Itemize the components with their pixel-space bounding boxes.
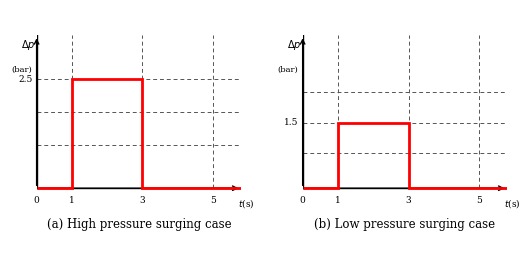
Text: $\Delta p$: $\Delta p$ [20,38,35,52]
Text: (a) High pressure surging case: (a) High pressure surging case [47,218,231,231]
Text: 1: 1 [335,196,341,205]
Text: 3: 3 [406,196,411,205]
Text: (bar): (bar) [12,66,32,74]
Text: $t$(s): $t$(s) [238,197,254,210]
Text: (bar): (bar) [278,66,298,74]
Text: 1: 1 [69,196,75,205]
Text: 0: 0 [300,196,305,205]
Text: 3: 3 [140,196,145,205]
Text: (b) Low pressure surging case: (b) Low pressure surging case [314,218,496,231]
Text: 2.5: 2.5 [18,75,32,84]
Text: 5: 5 [210,196,216,205]
Text: 0: 0 [34,196,39,205]
Text: 5: 5 [476,196,482,205]
Text: $\Delta p$: $\Delta p$ [287,38,301,52]
Text: 1.5: 1.5 [284,118,299,127]
Text: $t$(s): $t$(s) [504,197,520,210]
